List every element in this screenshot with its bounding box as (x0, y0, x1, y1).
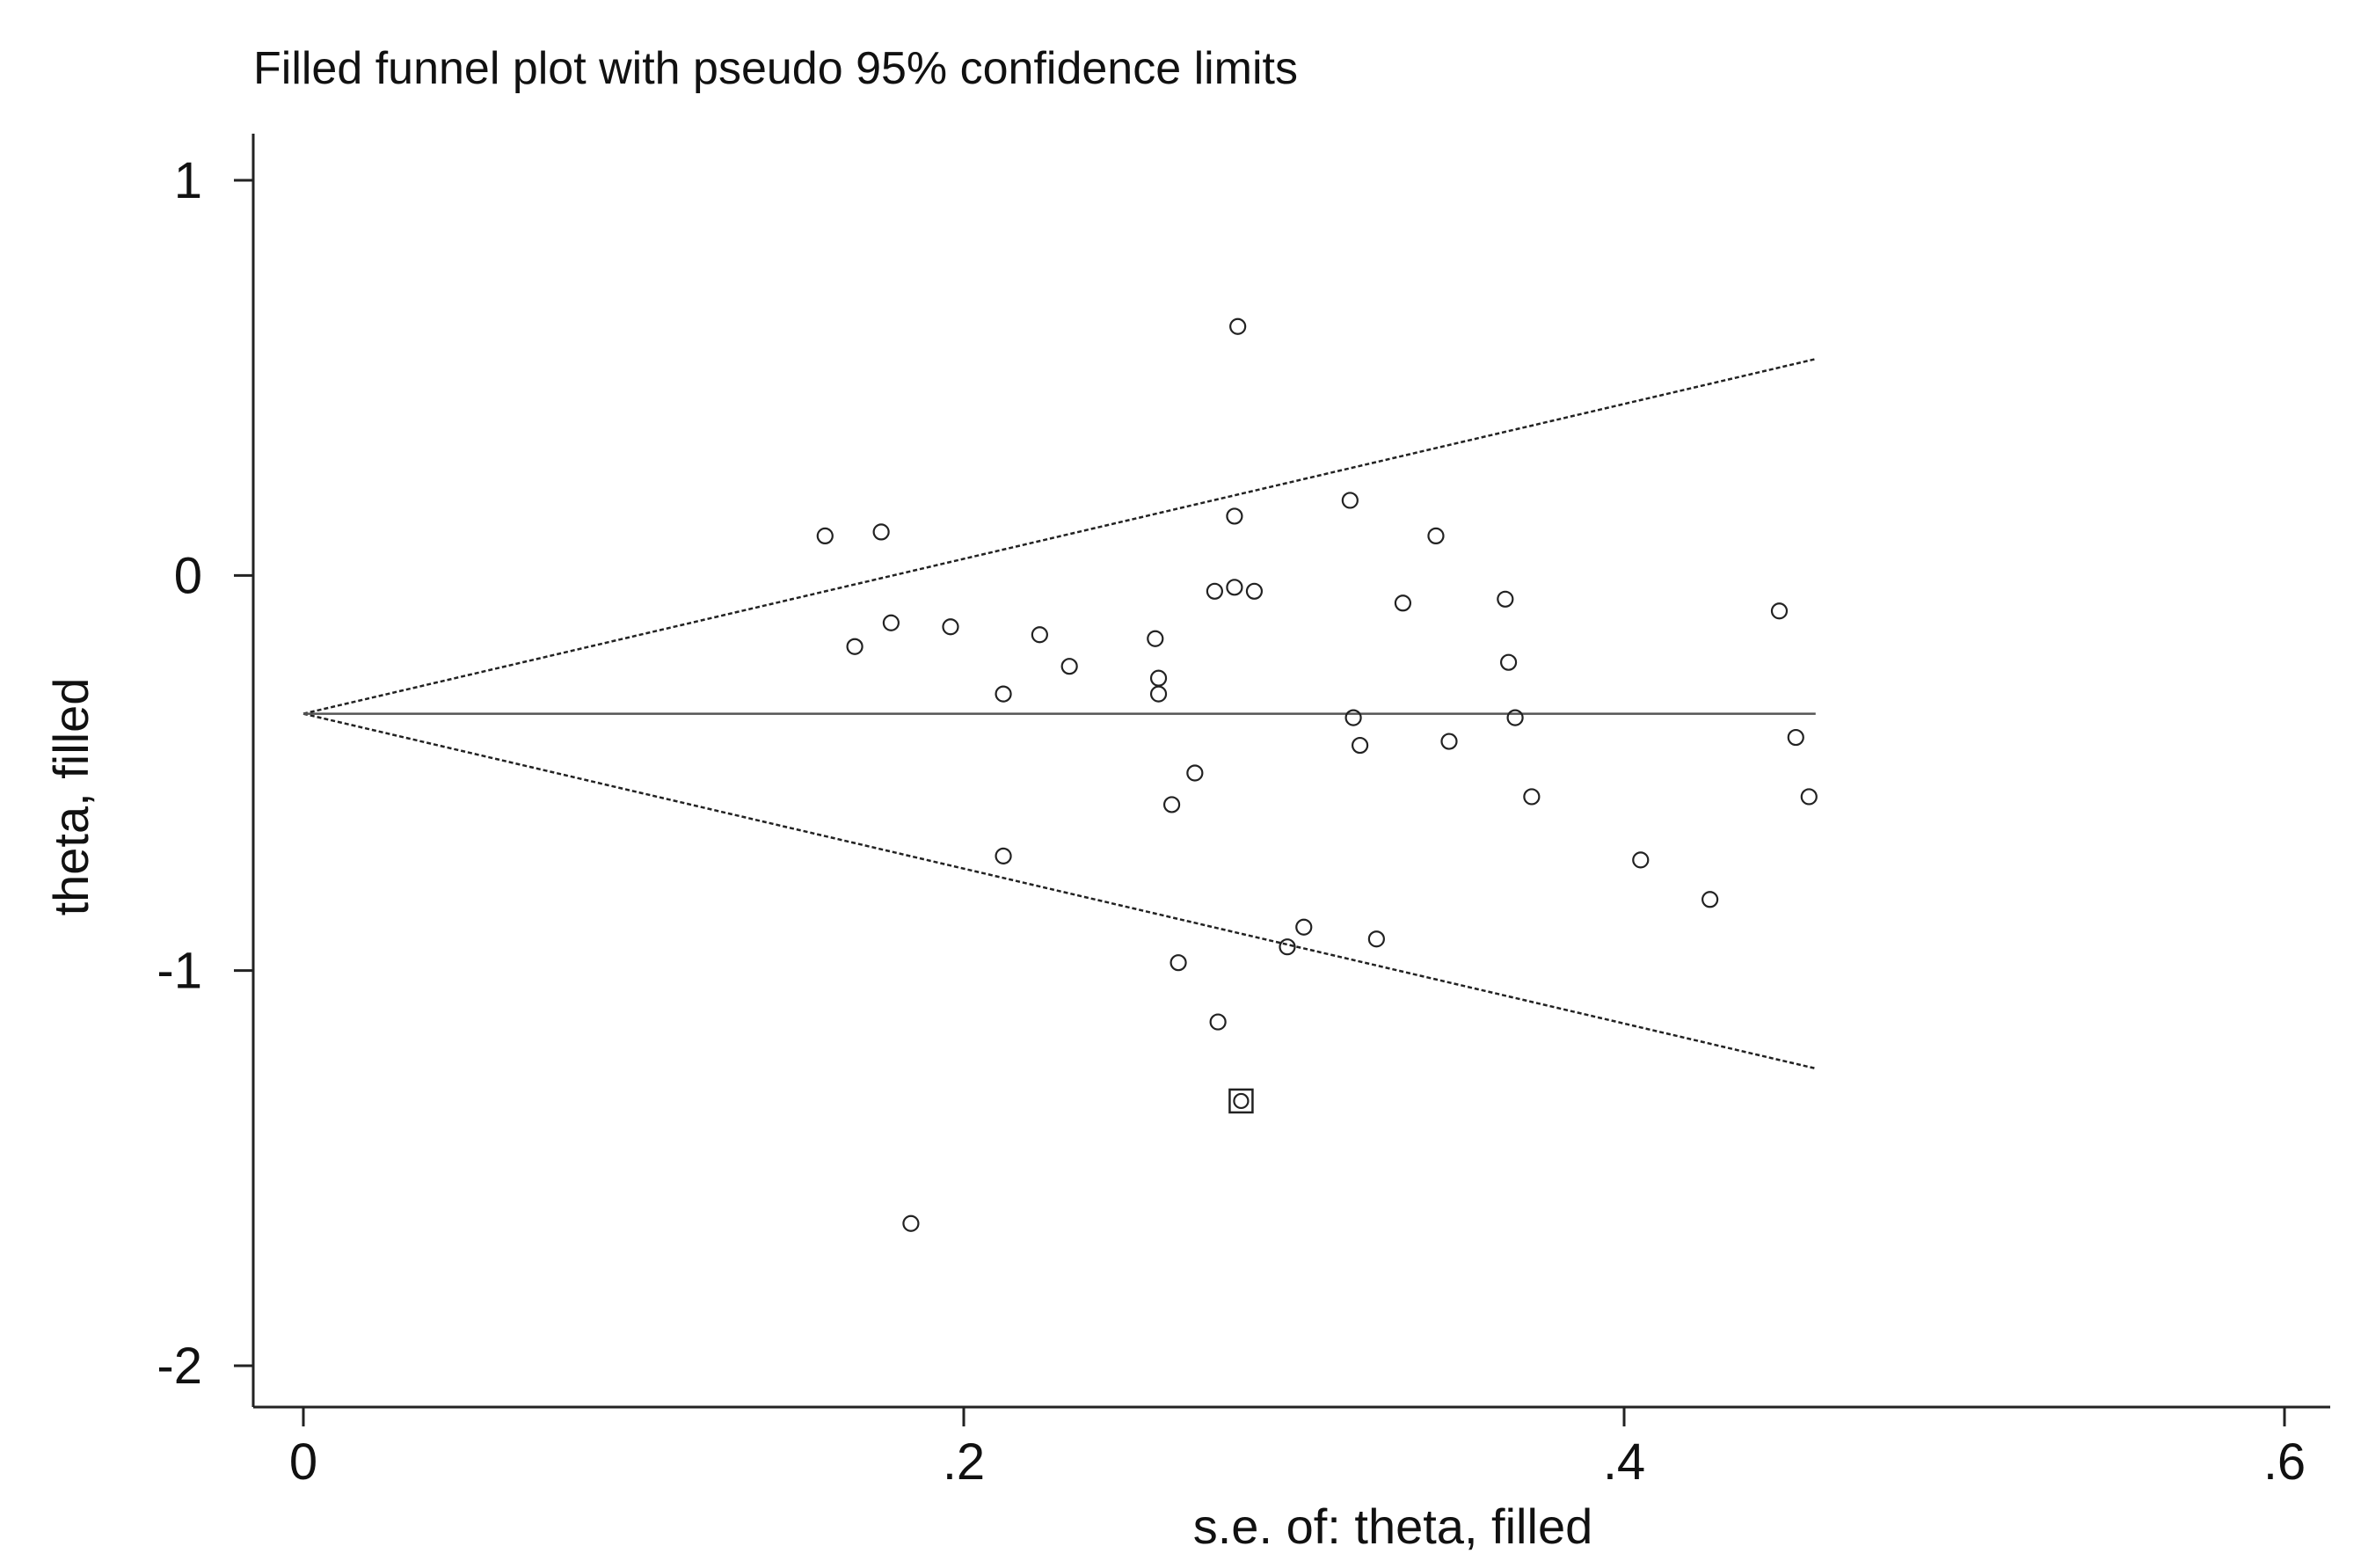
study-point (1770, 602, 1789, 620)
study-point (1149, 669, 1168, 687)
study-point (1787, 728, 1804, 747)
confidence-limit-lines (302, 358, 1817, 1070)
upper-confidence-limit (302, 358, 1817, 715)
study-point (1226, 507, 1243, 525)
study-point (1497, 590, 1514, 608)
x-tick-label: .6 (2263, 1433, 2306, 1491)
y-tick-label: -2 (157, 1338, 202, 1395)
study-point (1149, 685, 1168, 703)
study-point (1060, 658, 1078, 675)
study-point (1394, 594, 1412, 612)
study-point (1427, 527, 1445, 545)
filled-study-point (1233, 1092, 1250, 1110)
study-point (1031, 626, 1048, 644)
y-axis-label: theta, filled (43, 678, 98, 916)
study-point (902, 1214, 920, 1232)
lower-confidence-limit (302, 712, 1817, 1070)
study-point (872, 523, 890, 541)
study-point (1702, 891, 1719, 908)
study-point (1226, 579, 1243, 596)
x-tick-label: .4 (1603, 1433, 1645, 1491)
study-point (1162, 796, 1181, 813)
x-tick-label: .2 (943, 1433, 985, 1491)
study-point (1800, 788, 1818, 806)
study-point (995, 685, 1012, 703)
chart-title: Filled funnel plot with pseudo 95% confi… (253, 43, 1298, 94)
study-point (1523, 788, 1541, 806)
study-point (1186, 764, 1204, 782)
y-tick-label: 1 (174, 152, 202, 209)
study-point (816, 527, 834, 545)
x-axis-ticks: 0 .2 .4 .6 (289, 1407, 2306, 1491)
study-point (1344, 709, 1362, 726)
study-point (1209, 1013, 1227, 1031)
plot-area: 0 .2 .4 .6 1 0 -1 -2 (157, 134, 2330, 1491)
study-point (1170, 954, 1187, 972)
study-point (1632, 851, 1650, 869)
filled-study-square (1228, 1088, 1254, 1114)
study-point (1147, 630, 1164, 647)
study-point (942, 618, 959, 636)
study-point (846, 638, 864, 655)
study-point (995, 847, 1012, 864)
study-point (1341, 492, 1359, 509)
study-point (1206, 582, 1223, 600)
study-point (1506, 709, 1524, 726)
study-point (1351, 736, 1369, 755)
study-point (1295, 918, 1313, 936)
x-tick-label: 0 (289, 1433, 317, 1491)
study-point (882, 614, 900, 631)
study-point (1440, 733, 1458, 750)
study-point (1229, 317, 1247, 335)
study-points (816, 317, 1818, 1232)
x-axis-label: s.e. of: theta, filled (1193, 1499, 1592, 1554)
study-point (1245, 582, 1264, 600)
study-point (1499, 653, 1518, 671)
study-point (1367, 930, 1385, 948)
y-tick-label: 0 (174, 547, 202, 604)
y-tick-label: -1 (157, 943, 202, 1000)
study-point (1279, 938, 1296, 956)
y-axis-ticks: 1 0 -1 -2 (157, 152, 253, 1395)
